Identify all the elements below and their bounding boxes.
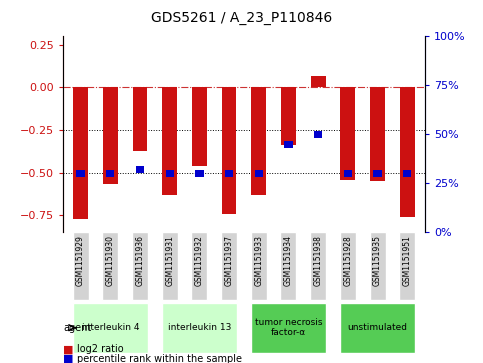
Text: GSM1151932: GSM1151932 (195, 235, 204, 286)
Bar (106, 170, 114, 177)
Bar (340, 302, 415, 353)
Text: GSM1151951: GSM1151951 (403, 235, 412, 286)
Bar (72, 302, 148, 353)
Bar (251, 232, 267, 300)
Text: interleukin 13: interleukin 13 (168, 323, 231, 332)
Bar (132, 232, 148, 300)
Bar (162, 87, 177, 195)
Bar (222, 87, 237, 214)
Bar (311, 76, 326, 87)
Bar (284, 141, 293, 148)
Bar (76, 170, 85, 177)
Text: log2 ratio: log2 ratio (77, 344, 124, 354)
Bar (221, 232, 237, 300)
Text: unstimulated: unstimulated (348, 323, 408, 332)
Text: GSM1151931: GSM1151931 (165, 235, 174, 286)
Bar (369, 232, 385, 300)
Text: tumor necrosis
factor-α: tumor necrosis factor-α (255, 318, 322, 338)
Bar (373, 170, 382, 177)
Bar (162, 232, 178, 300)
Bar (251, 87, 266, 195)
Bar (251, 302, 326, 353)
Bar (136, 166, 144, 173)
Bar (132, 87, 147, 151)
Bar (195, 170, 203, 177)
Bar (103, 87, 118, 184)
Text: GSM1151930: GSM1151930 (106, 235, 115, 286)
Bar (403, 170, 412, 177)
Bar (191, 232, 207, 300)
Bar (310, 232, 326, 300)
Text: GSM1151935: GSM1151935 (373, 235, 382, 286)
Text: GSM1151934: GSM1151934 (284, 235, 293, 286)
Bar (314, 131, 322, 138)
Bar (102, 232, 118, 300)
Text: GSM1151937: GSM1151937 (225, 235, 234, 286)
Bar (73, 87, 88, 219)
Bar (166, 170, 174, 177)
Text: GSM1151933: GSM1151933 (254, 235, 263, 286)
Text: GSM1151928: GSM1151928 (343, 235, 352, 286)
Bar (255, 170, 263, 177)
Bar (344, 170, 352, 177)
Bar (340, 232, 356, 300)
Bar (341, 87, 355, 180)
Text: GSM1151929: GSM1151929 (76, 235, 85, 286)
Bar (225, 170, 233, 177)
Bar (72, 232, 88, 300)
Text: interleukin 4: interleukin 4 (82, 323, 139, 332)
Bar (162, 302, 237, 353)
Text: GSM1151938: GSM1151938 (313, 235, 323, 286)
Bar (192, 87, 207, 166)
Bar (399, 232, 415, 300)
Bar (281, 87, 296, 146)
Text: GSM1151936: GSM1151936 (136, 235, 144, 286)
Text: GDS5261 / A_23_P110846: GDS5261 / A_23_P110846 (151, 11, 332, 25)
Text: agent: agent (63, 323, 92, 333)
Text: ■: ■ (63, 354, 73, 363)
Bar (400, 87, 414, 217)
Bar (370, 87, 385, 181)
Text: percentile rank within the sample: percentile rank within the sample (77, 354, 242, 363)
Text: ■: ■ (63, 344, 73, 354)
Bar (281, 232, 297, 300)
